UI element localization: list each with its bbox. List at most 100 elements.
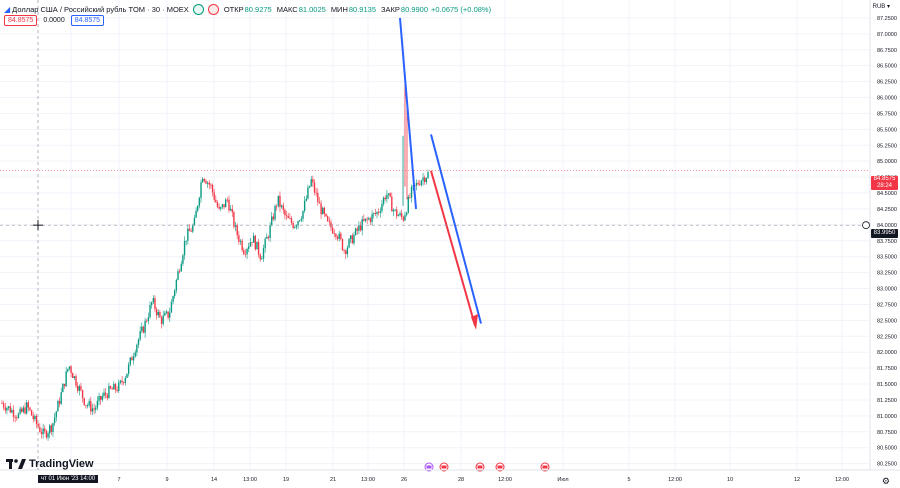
buy-button[interactable]: 84.8575 — [70, 15, 105, 26]
candle-body — [48, 425, 51, 434]
candle-body — [201, 178, 204, 183]
candle-body — [175, 279, 178, 291]
time-tick-label: 12:00 — [668, 477, 682, 483]
price-axis[interactable]: 87.2500 87.0000 86.7500 86.5000 86.2500 86.00… — [869, 0, 897, 470]
candle-body — [81, 390, 84, 399]
price-tick-label: 83.2500 — [877, 271, 897, 277]
time-tick-label: 13:00 — [243, 477, 257, 483]
tradingview-logo[interactable]: TradingView — [6, 458, 94, 470]
candle-body — [292, 223, 294, 228]
candle-body — [322, 207, 324, 215]
candle-body — [310, 179, 312, 187]
sell-button[interactable]: 84.8575 — [4, 15, 38, 26]
time-tick-label: 19 — [283, 477, 289, 483]
candle-body — [221, 204, 224, 208]
candle-body — [405, 212, 408, 216]
event-icon-inner — [426, 465, 432, 469]
candle-body — [68, 366, 71, 369]
candle-body — [376, 212, 378, 214]
candle-body — [336, 236, 339, 239]
candle-body — [132, 356, 135, 361]
candle-body — [63, 383, 66, 387]
price-tick-label: 83.0000 — [877, 287, 897, 293]
candle-body — [289, 218, 291, 219]
candle-body — [177, 271, 179, 280]
currency-selector[interactable]: RUB ▾ — [873, 3, 890, 10]
candle-body — [349, 235, 352, 240]
candle-body — [228, 199, 230, 211]
price-tick-label: 86.0000 — [877, 96, 897, 102]
candle-body — [25, 402, 28, 414]
candle-body — [208, 182, 210, 185]
candle-body — [124, 377, 127, 383]
time-axis[interactable]: 5791413:00192113:00262812:00Июл512:00101… — [0, 469, 900, 483]
candle-body — [2, 403, 5, 408]
gear-icon[interactable]: ⚙ — [881, 476, 890, 486]
candle-body — [249, 242, 252, 247]
candle-body — [371, 214, 373, 222]
high-value: 81.0025 — [298, 4, 326, 14]
candle-body — [251, 242, 253, 243]
candle-body — [381, 203, 383, 212]
close-label: ЗАКР — [381, 4, 400, 14]
candle-body — [16, 417, 18, 419]
candle-body — [83, 398, 85, 405]
price-tick-label: 81.7500 — [877, 366, 897, 372]
candle-body — [141, 326, 143, 332]
candle-body — [391, 196, 393, 212]
candle-body — [379, 211, 382, 213]
candle-body — [188, 228, 191, 232]
candle-body — [320, 203, 322, 215]
candle-body — [369, 218, 372, 222]
candle-body — [19, 408, 21, 414]
candle-body — [42, 428, 44, 435]
arrow-line-red[interactable] — [430, 170, 476, 326]
price-tick-label: 80.2500 — [877, 462, 897, 468]
candle-body — [1, 403, 3, 404]
candle-body — [149, 305, 151, 318]
close-value: 80.9900 — [400, 4, 429, 14]
event-markers[interactable] — [424, 462, 550, 472]
candle-body — [11, 409, 13, 413]
candle-body — [53, 417, 56, 424]
trend-line-blue-2[interactable] — [430, 134, 482, 324]
crosshair-time: чт 01 Июн '23 14:00 — [41, 476, 96, 482]
candle-body — [419, 184, 421, 186]
candle-body — [282, 205, 284, 210]
candle-body — [78, 386, 81, 391]
time-tick-label: 9 — [165, 477, 168, 483]
candle-body — [75, 376, 77, 386]
candle-body — [317, 192, 319, 203]
candle-body — [76, 385, 79, 391]
drawing-layer[interactable] — [399, 17, 482, 330]
candle-body — [384, 197, 386, 200]
candle-body — [239, 240, 242, 242]
time-tick-label: 14 — [211, 477, 217, 483]
candle-body — [248, 246, 250, 249]
candle-body — [35, 416, 38, 425]
price-tick-label: 83.5000 — [877, 255, 897, 261]
spread-value: 0.0000 — [43, 17, 65, 24]
symbol-title[interactable]: Доллар США / Российский рубль TOM · 30 ·… — [12, 4, 189, 14]
candle-body — [368, 218, 370, 220]
candle-body — [259, 254, 261, 260]
candle-body — [185, 240, 187, 242]
price-tick-label: 87.0000 — [877, 32, 897, 38]
candle-body — [287, 216, 289, 219]
candle-body — [425, 178, 428, 183]
price-tick-label: 80.5000 — [877, 446, 897, 452]
tradingview-logo-icon — [6, 459, 26, 469]
add-alert-icon[interactable] — [862, 221, 870, 230]
candle-body — [407, 196, 409, 213]
candle-body — [65, 371, 67, 387]
candle-body — [335, 233, 337, 237]
price-tick-label: 85.7500 — [877, 111, 897, 117]
candle-body — [374, 213, 377, 214]
candle-body — [312, 179, 314, 183]
trend-line-blue-1[interactable] — [399, 17, 417, 210]
candle-body — [244, 253, 247, 255]
time-tick-label: 12:00 — [498, 477, 512, 483]
candle-body — [364, 218, 367, 221]
quote-row: 84.8575 0.0000 84.8575 — [4, 15, 105, 26]
